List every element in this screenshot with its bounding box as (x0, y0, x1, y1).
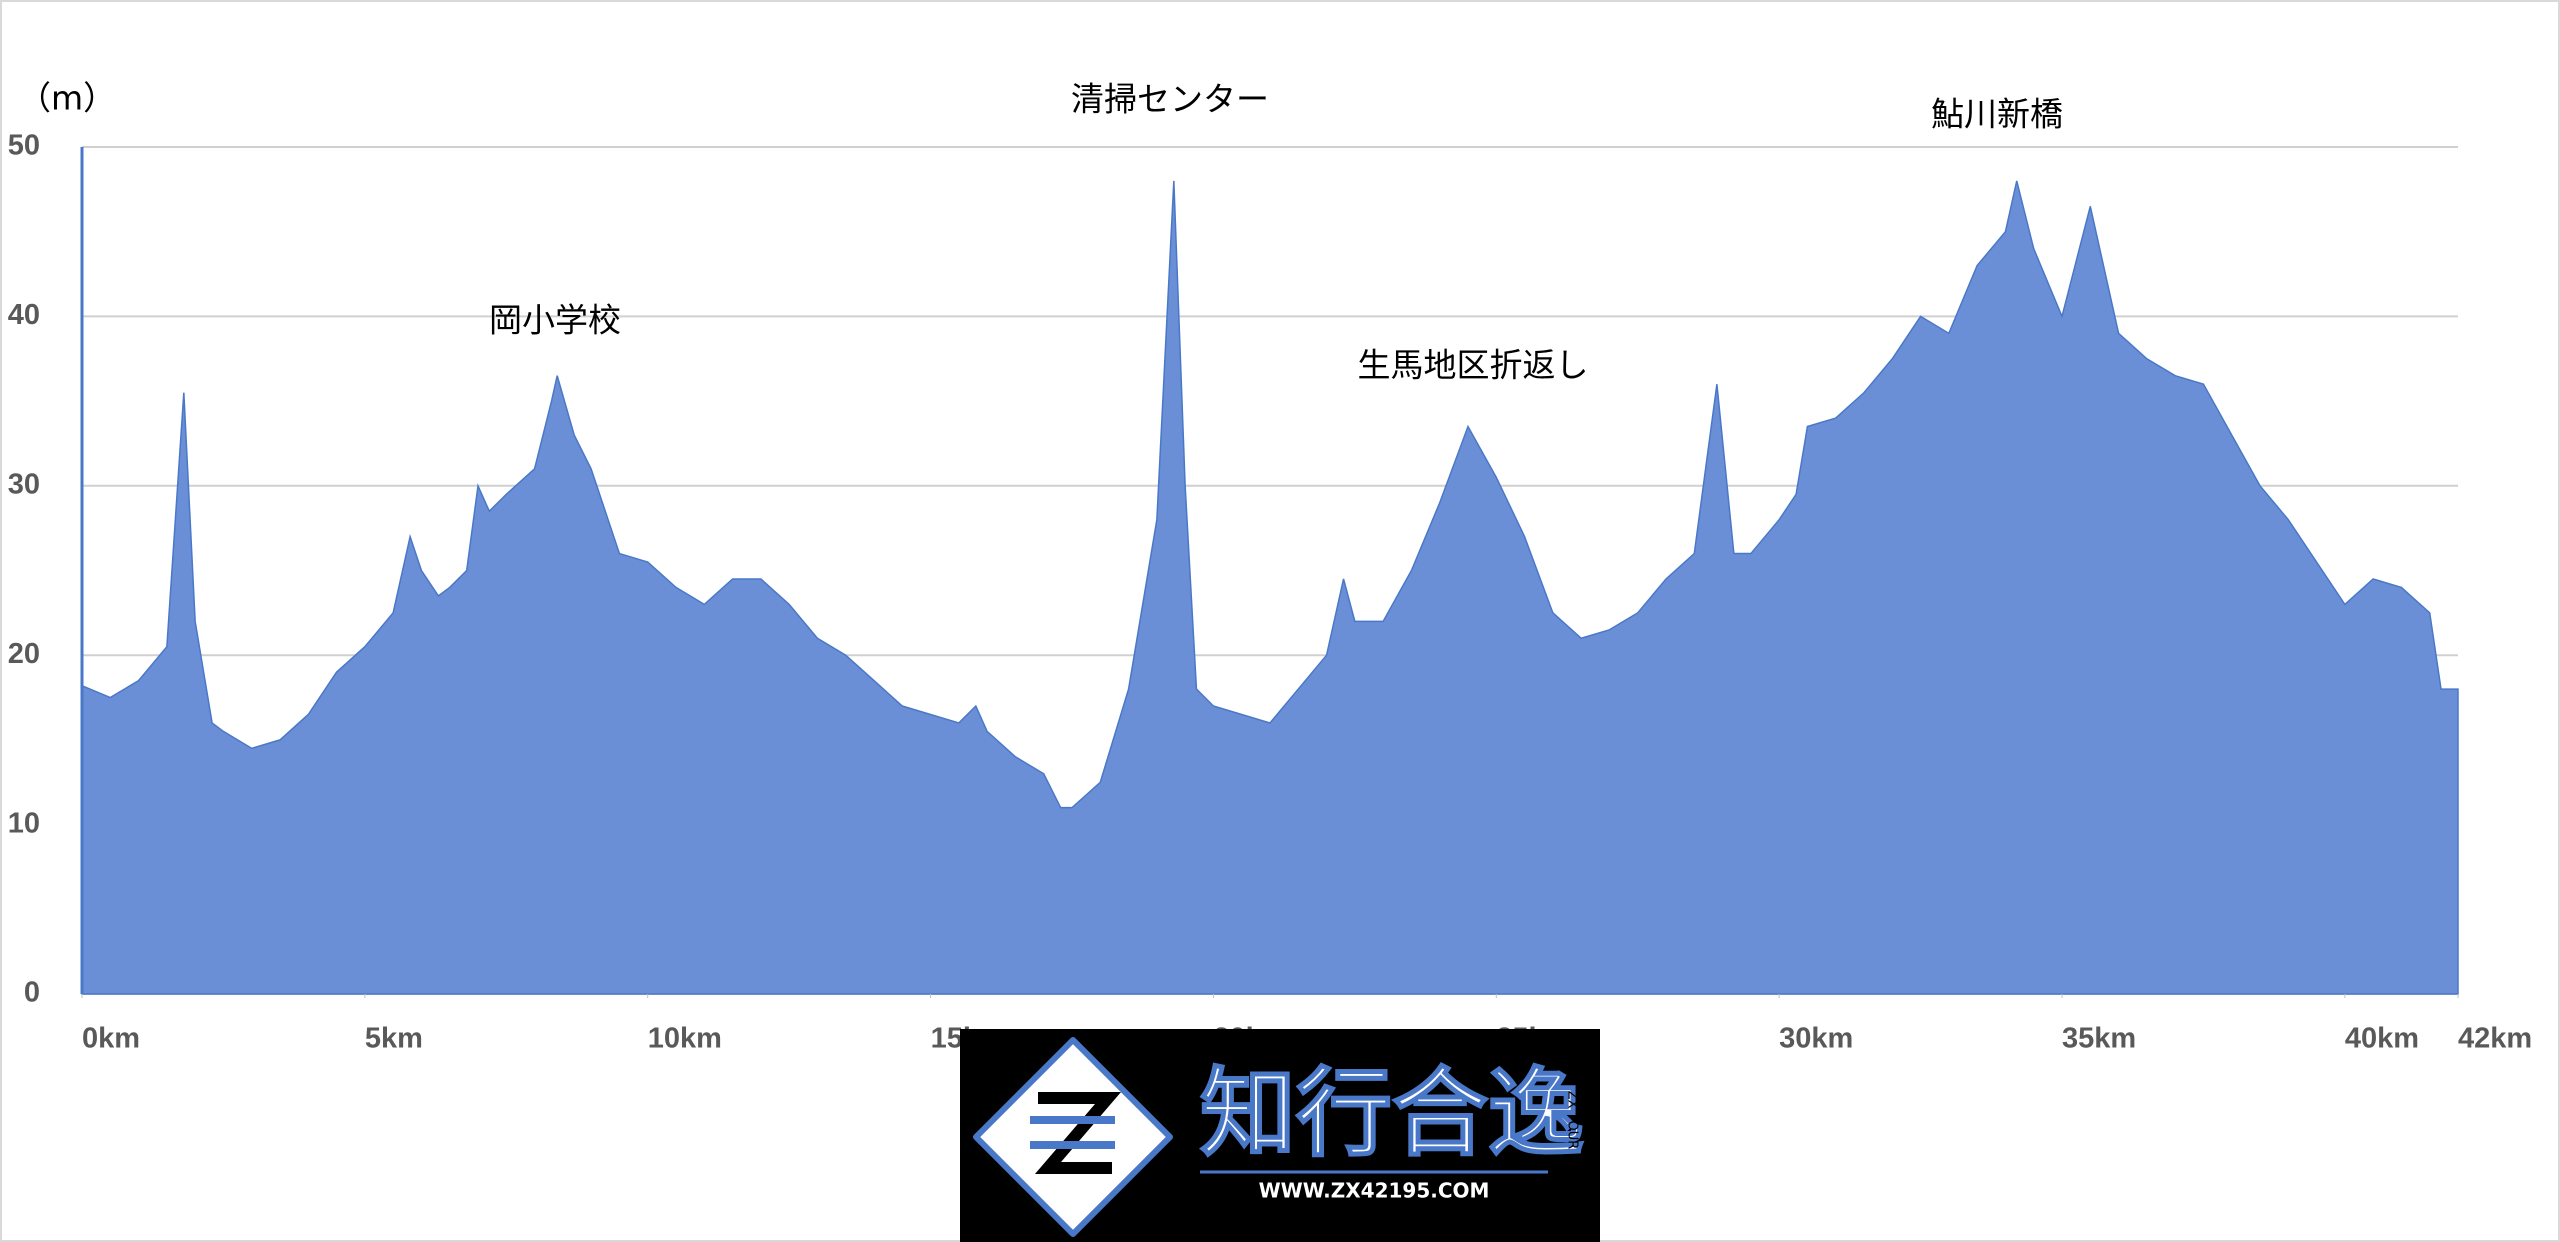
unit-label: （m） (18, 79, 116, 118)
elevation-area (81, 180, 2459, 995)
annotation: 鮎川新橋 (1931, 95, 2063, 134)
watermark-url: WWW.ZX42195.COM (1259, 1179, 1490, 1203)
x-tick-label: 30km (1779, 1023, 1853, 1055)
x-tick-label: 42km (2458, 1023, 2532, 1055)
logo-z (1034, 1092, 1122, 1174)
x-tick-label: 5km (365, 1023, 423, 1055)
y-tick-label: 10 (8, 807, 40, 839)
annotation: 清掃センター (1071, 80, 1269, 119)
plot-area: 010203040500km5km10km15km20km25km30km35k… (8, 80, 2532, 1055)
watermark-title: 知行合逸 (1200, 1057, 1584, 1169)
annotation: 岡小学校 (489, 301, 621, 340)
watermark: 知行合逸 WWW.ZX42195.COM ZX TOUR (960, 1029, 1600, 1242)
y-tick-label: 30 (8, 468, 40, 500)
y-tick-label: 40 (8, 299, 40, 331)
annotation: 生馬地区折返し (1358, 346, 1589, 385)
watermark-brand: ZX TOUR (1565, 1091, 1580, 1150)
x-tick-label: 10km (648, 1023, 722, 1055)
x-tick-label: 35km (2062, 1023, 2136, 1055)
y-tick-label: 0 (24, 977, 40, 1009)
x-tick-label: 40km (2345, 1023, 2419, 1055)
y-tick-label: 50 (8, 130, 40, 162)
logo-bars (1030, 1116, 1115, 1149)
x-tick-label: 0km (82, 1023, 140, 1055)
y-tick-label: 20 (8, 638, 40, 670)
